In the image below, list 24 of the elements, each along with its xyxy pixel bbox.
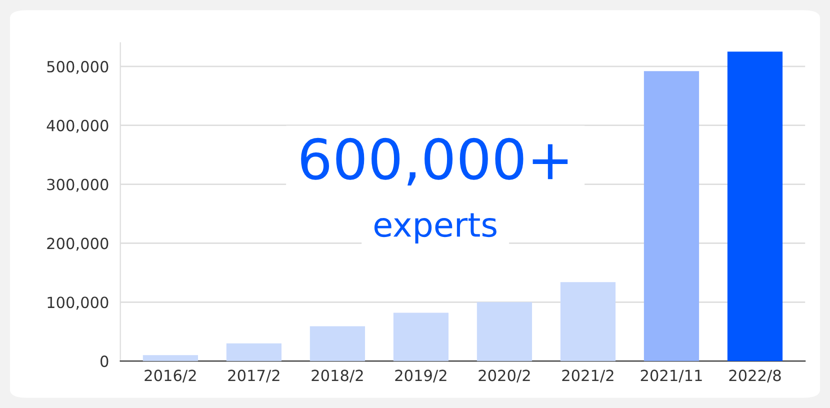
bar: [393, 312, 449, 362]
x-tick-label: 2018/2: [312, 370, 363, 382]
x-tick-label: 2019/2: [395, 370, 446, 382]
x-tick-label: 2020/2: [478, 370, 530, 382]
bar: [476, 302, 532, 362]
y-tick-label: 500,000: [47, 60, 108, 74]
x-tick-label: 2016/2: [144, 370, 196, 382]
bar: [727, 52, 783, 362]
annotation: 600,000+: [301, 138, 568, 186]
x-tick-label: 2022/8: [729, 370, 781, 382]
y-tick-label: 100,000: [48, 296, 108, 310]
x-tick-label: 2021/2: [562, 370, 614, 382]
bar: [310, 326, 366, 362]
bar: [644, 71, 700, 362]
y-tick-label: 300,000: [47, 178, 108, 192]
x-tick-label: 2017/2: [228, 370, 280, 382]
x-tick-label: 2021/11: [640, 370, 702, 382]
annotation: experts: [374, 213, 496, 244]
y-tick-label: 200,000: [47, 238, 108, 251]
bar: [226, 343, 282, 362]
y-tick-label: 0: [100, 356, 108, 368]
y-tick-label: 400,000: [46, 120, 108, 133]
bar: [560, 282, 616, 362]
bar: [142, 355, 198, 362]
